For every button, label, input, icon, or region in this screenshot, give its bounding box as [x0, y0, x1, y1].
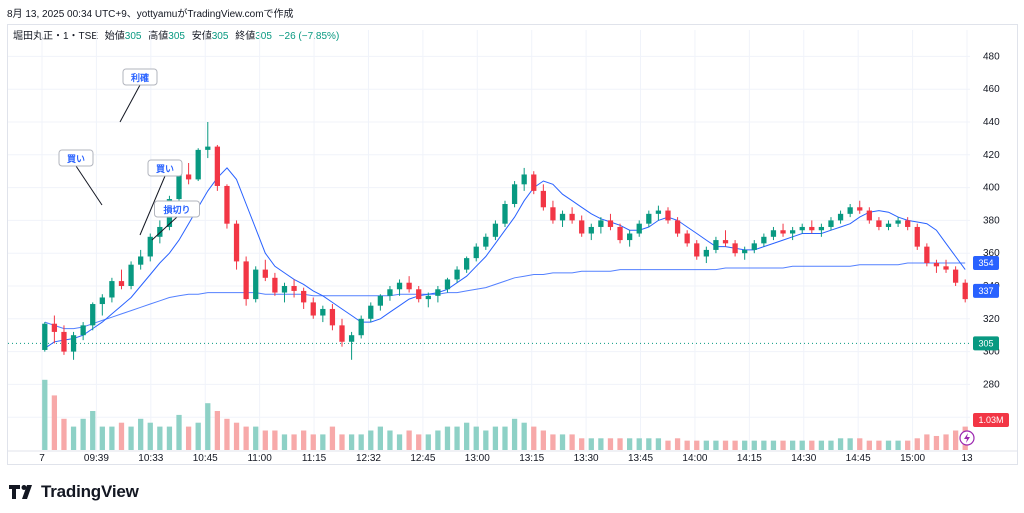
low-value: 305	[211, 31, 229, 42]
chart-caption: 8月 13, 2025 00:34 UTC+9、yottyamuがTrading…	[7, 9, 294, 20]
high-value: 305	[168, 31, 185, 42]
change-value: −26 (−7.85%)	[278, 31, 340, 42]
chart-frame	[7, 24, 1018, 465]
high-label: 高値	[148, 31, 169, 42]
close-value: 305	[255, 31, 272, 42]
close-label: 終値	[235, 31, 256, 42]
open-value: 305	[124, 31, 142, 42]
low-label: 安値	[191, 31, 212, 42]
tradingview-logo[interactable]: TradingView	[9, 482, 139, 502]
symbol-name[interactable]: 堀田丸正・1・TSE	[13, 31, 99, 42]
tradingview-logo-icon	[9, 485, 32, 499]
symbol-legend: 堀田丸正・1・TSE 始値305 高値305 安値305 終値305 −26 (…	[13, 27, 339, 42]
brand-name: TradingView	[41, 482, 139, 501]
open-label: 始値	[104, 31, 125, 42]
